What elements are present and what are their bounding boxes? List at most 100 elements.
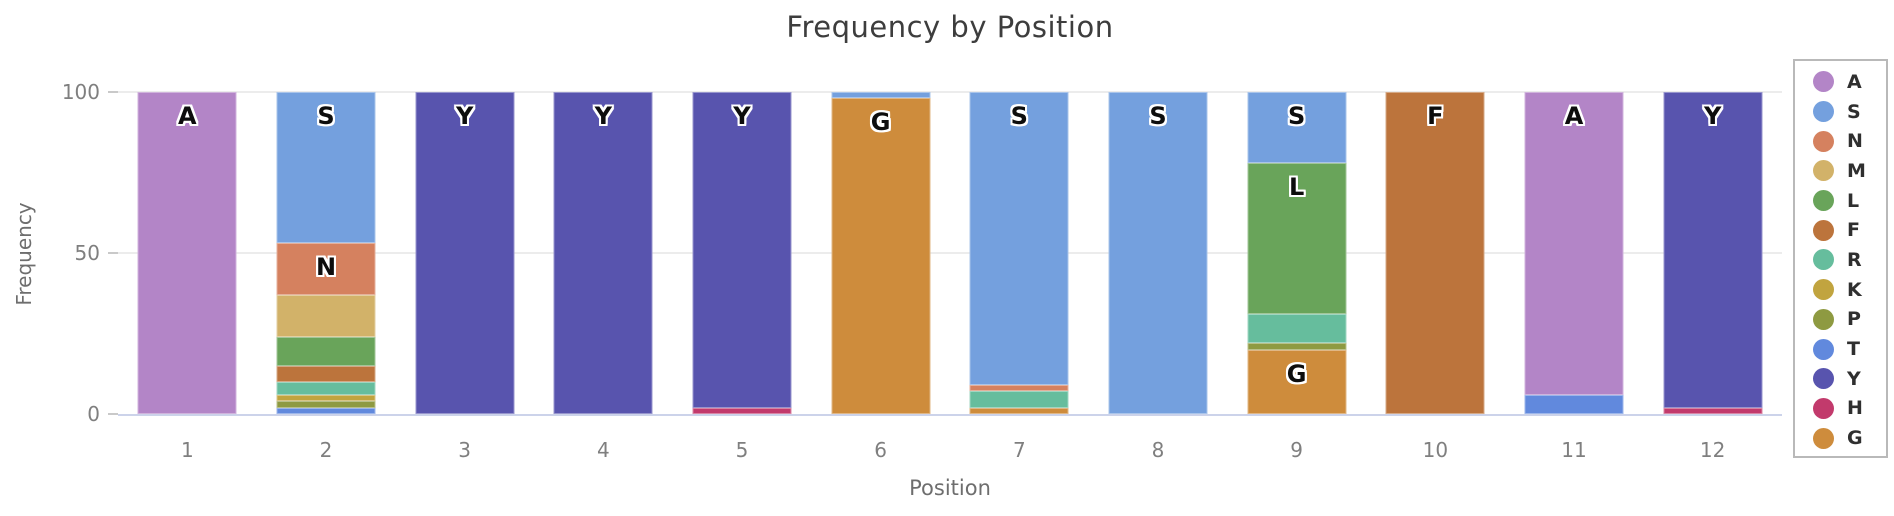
- y-tick-mark: [108, 91, 118, 93]
- bar-segment-label: G: [1286, 359, 1307, 388]
- bar-segment: [415, 92, 515, 414]
- legend-swatch: [1813, 219, 1834, 241]
- legend-label: Y: [1847, 367, 1861, 390]
- legend-label: R: [1847, 248, 1862, 271]
- x-tick-label: 5: [735, 438, 749, 462]
- legend-item: L: [1795, 186, 1886, 216]
- bar-segment-label: S: [1149, 102, 1167, 130]
- bar-segment: [276, 381, 376, 395]
- legend-swatch: [1813, 338, 1834, 360]
- bar-segment: [1524, 92, 1624, 395]
- legend-item: R: [1795, 245, 1886, 275]
- legend-item: T: [1795, 334, 1886, 364]
- bar-segment: [1247, 349, 1347, 414]
- bar-segment: [969, 407, 1069, 414]
- chart-title: Frequency by Position: [786, 10, 1114, 44]
- legend-item: P: [1795, 305, 1886, 335]
- bar-segment: [276, 336, 376, 366]
- y-tick-mark: [108, 252, 118, 254]
- bar-segment-label: L: [1289, 172, 1305, 201]
- bar-segment: [1524, 394, 1624, 414]
- legend-label: N: [1847, 130, 1863, 153]
- bar-segment: [276, 394, 376, 402]
- legend-swatch: [1813, 160, 1834, 182]
- bar-column: S: [950, 92, 1089, 414]
- bar-segment: [692, 407, 792, 414]
- legend-swatch: [1813, 368, 1834, 390]
- legend-swatch: [1813, 397, 1834, 419]
- stacked-bar: A: [137, 92, 237, 414]
- x-tick-label: 9: [1290, 438, 1304, 462]
- bar-segment: [831, 98, 931, 414]
- bar-segment: [1247, 314, 1347, 344]
- bar-column: Y: [673, 92, 812, 414]
- legend-swatch: [1813, 130, 1834, 152]
- bar-column: A: [118, 92, 257, 414]
- stacked-bar: S: [969, 92, 1069, 414]
- legend-swatch: [1813, 308, 1834, 330]
- x-tick-label: 7: [1012, 438, 1026, 462]
- bar-segment: [276, 365, 376, 382]
- bar-segment: [969, 92, 1069, 386]
- bar-segment: [276, 407, 376, 414]
- legend-swatch: [1813, 190, 1834, 212]
- bar-segment: [276, 92, 376, 244]
- bar-segment-label: S: [1010, 102, 1028, 130]
- legend-label: A: [1847, 70, 1862, 93]
- legend-item: G: [1795, 423, 1886, 453]
- legend-label: P: [1847, 308, 1861, 331]
- bar-column: Y: [534, 92, 673, 414]
- stacked-bar: Y: [415, 92, 515, 414]
- bar-segment-label: S: [1288, 102, 1306, 130]
- gridline: [118, 252, 1782, 254]
- bar-segment: [276, 294, 376, 337]
- bar-segment-label: S: [317, 102, 335, 130]
- bar-segment-label: A: [1564, 102, 1584, 130]
- bar-column: G: [811, 92, 950, 414]
- bar-segment: [1385, 92, 1485, 414]
- bar-segment: [553, 92, 653, 414]
- bar-segment-label: F: [1427, 102, 1444, 130]
- legend-label: F: [1847, 219, 1860, 242]
- legend-label: L: [1847, 189, 1860, 212]
- bar-segment: [137, 92, 237, 414]
- bar-column: A: [1505, 92, 1644, 414]
- x-tick-label: 11: [1561, 438, 1587, 462]
- legend-item: A: [1795, 67, 1886, 97]
- stacked-bar: G: [831, 92, 931, 414]
- bar-segment: [1247, 162, 1347, 315]
- x-tick-label: 10: [1422, 438, 1449, 462]
- stacked-bar: S: [1108, 92, 1208, 414]
- stacked-bar: Y: [1663, 92, 1763, 414]
- bar-segment-label: Y: [1703, 102, 1722, 130]
- legend-swatch: [1813, 71, 1834, 93]
- bar-segment: [692, 92, 792, 408]
- legend-label: S: [1847, 100, 1861, 123]
- legend-label: H: [1847, 397, 1863, 420]
- legend-label: M: [1847, 159, 1866, 182]
- bar-segment: [969, 385, 1069, 392]
- legend-label: G: [1847, 427, 1863, 450]
- x-tick-label: 1: [180, 438, 194, 462]
- y-tick-label: 100: [61, 80, 100, 104]
- x-axis-baseline: [118, 414, 1782, 416]
- stacked-bar: Y: [692, 92, 792, 414]
- bar-segment: [276, 401, 376, 408]
- bar-segment: [1663, 407, 1763, 414]
- bar-column: F: [1366, 92, 1505, 414]
- bar-segment-label: Y: [594, 102, 613, 130]
- x-tick-label: 4: [596, 438, 610, 462]
- legend-item: H: [1795, 394, 1886, 424]
- bar-segment: [1663, 92, 1763, 408]
- legend-item: S: [1795, 97, 1886, 127]
- legend-item: Y: [1795, 364, 1886, 394]
- legend-swatch: [1813, 249, 1834, 271]
- bar-column: S L G: [1227, 92, 1366, 414]
- x-tick-label: 2: [319, 438, 333, 462]
- bar-segment: [276, 243, 376, 295]
